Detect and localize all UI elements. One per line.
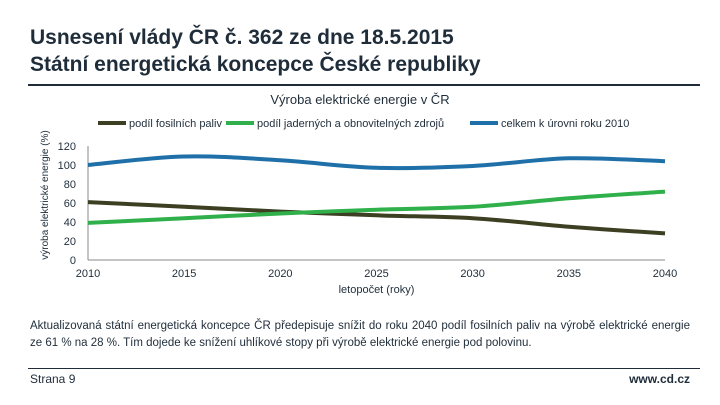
x-tick-label: 2025: [364, 268, 388, 280]
legend-label-3: celkem k úrovni roku 2010: [501, 118, 629, 130]
series-line-2: [87, 189, 666, 225]
series-line-1: [87, 200, 666, 236]
x-tick-label: 2040: [653, 268, 677, 280]
x-tick-label: 2015: [172, 268, 196, 280]
legend-label-1: podíl fosilních paliv: [129, 118, 222, 130]
footer-divider: [28, 368, 700, 369]
legend-item-3: celkem k úrovni roku 2010: [470, 118, 629, 130]
x-tick-label: 2010: [76, 268, 100, 280]
y-tick-label: 20: [64, 236, 76, 248]
y-tick-label: 60: [64, 198, 76, 210]
x-tick-label: 2035: [557, 268, 581, 280]
website-link[interactable]: www.cd.cz: [629, 372, 690, 386]
slide-title-line-1: Usnesení vlády ČR č. 362 ze dne 18.5.201…: [30, 26, 454, 49]
y-tick-label: 100: [58, 160, 76, 172]
y-tick-label: 0: [70, 255, 76, 267]
chart-title: Výroba elektrické energie v ČR: [270, 92, 449, 107]
y-tick-label: 80: [64, 179, 76, 191]
chart-description: Aktualizovaná státní energetická koncepc…: [30, 320, 690, 349]
slide-title: Usnesení vlády ČR č. 362 ze dne 18.5.201…: [30, 24, 481, 78]
y-tick-label: 120: [58, 141, 76, 153]
y-axis-label: výroba elektrické energie (%): [40, 130, 51, 260]
legend-item-1: podíl fosilních paliv: [98, 118, 222, 130]
y-tick-label: 40: [64, 217, 76, 229]
x-axis-label: letopočet (roky): [339, 284, 415, 296]
slide-title-line-2: Státní energetická koncepce České republ…: [30, 53, 481, 76]
title-divider: [28, 84, 700, 86]
x-tick-label: 2020: [268, 268, 292, 280]
x-tick-label: 2030: [460, 268, 484, 280]
legend-label-2: podíl jaderných a obnovitelných zdrojů: [257, 118, 444, 130]
series-line-3: [87, 154, 666, 171]
page-number: Strana 9: [30, 372, 76, 386]
line-chart: Výroba elektrické energie v ČR podíl fos…: [40, 92, 677, 296]
legend-item-2: podíl jaderných a obnovitelných zdrojů: [226, 118, 444, 130]
